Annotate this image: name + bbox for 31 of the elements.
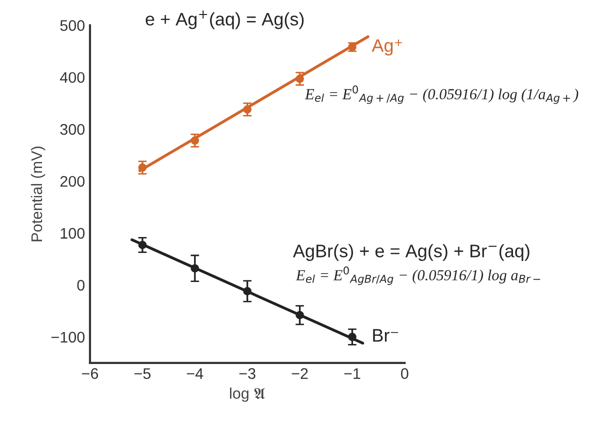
y-tick-label: 200 <box>60 176 85 187</box>
x-tick-label: −3 <box>239 368 256 379</box>
annotation: e + Ag$^{+}$(aq) = Ag(s) <box>146 10 304 30</box>
y-tick-label: 0 <box>77 280 85 291</box>
point <box>190 264 200 273</box>
point <box>296 310 304 320</box>
point <box>296 74 304 83</box>
x-tick-label: −4 <box>186 368 204 379</box>
point <box>138 240 147 250</box>
point <box>243 105 252 114</box>
point <box>190 136 200 145</box>
annotation: E$_{el}$ = E$^{0}$$_{Ag+/Ag}$ − (0.05916/1) log (1/a$_{Ag+}$) <box>304 85 578 104</box>
point <box>138 163 147 172</box>
x-axis-title: log 𝔄 <box>230 388 265 402</box>
x-tick-label: −6 <box>82 368 98 379</box>
point <box>348 332 356 342</box>
y-axis-title: Potential (mV) <box>30 146 46 242</box>
x-tick-label: −2 <box>292 368 308 379</box>
series-label: Ag⁺ <box>372 39 402 56</box>
annotation: E$_{el}$ = E$^{0}$$_{AgBr/Ag}$ − (0.05916/1) log a$_{Br−}$ <box>296 266 540 285</box>
y-tick-label: −100 <box>51 332 85 343</box>
x-tick-label: −1 <box>344 368 360 379</box>
y-tick-label: 100 <box>60 228 85 239</box>
annotation: AgBr(s) + e = Ag(s) + Br$^{−}$(aq) <box>292 244 530 261</box>
x-tick-label: 0 <box>401 368 408 379</box>
y-tick-label: 300 <box>60 124 85 135</box>
y-tick-label: 400 <box>60 72 85 83</box>
point <box>243 287 252 296</box>
x-tick-label: −5 <box>134 368 151 379</box>
series-label: Br⁻ <box>373 329 398 342</box>
y-tick-label: 500 <box>60 20 85 31</box>
